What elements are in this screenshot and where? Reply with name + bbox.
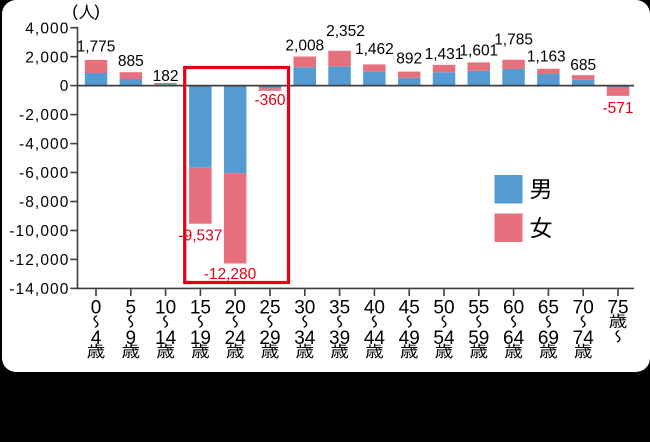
svg-text:2,008: 2,008	[285, 38, 324, 55]
svg-text:-10,000: -10,000	[9, 223, 69, 240]
svg-text:29: 29	[259, 328, 280, 349]
svg-text:64: 64	[503, 328, 525, 349]
svg-text:0: 0	[91, 297, 102, 318]
svg-text:60: 60	[503, 297, 524, 318]
svg-text:15: 15	[190, 297, 211, 318]
svg-text:1,431: 1,431	[425, 46, 464, 63]
svg-text:14: 14	[155, 328, 177, 349]
svg-text:): )	[94, 2, 100, 21]
svg-text:-9,537: -9,537	[178, 228, 222, 245]
svg-text:-12,000: -12,000	[9, 252, 69, 269]
svg-text:1,785: 1,785	[494, 32, 533, 49]
svg-text:892: 892	[396, 51, 422, 68]
svg-text:1,601: 1,601	[459, 43, 498, 60]
svg-text:39: 39	[329, 328, 350, 349]
svg-text:19: 19	[190, 328, 211, 349]
svg-text:4: 4	[91, 328, 102, 349]
svg-text:69: 69	[538, 328, 559, 349]
svg-text:45: 45	[399, 297, 420, 318]
svg-text:5: 5	[126, 297, 137, 318]
svg-text:75: 75	[607, 297, 628, 318]
svg-text:40: 40	[364, 297, 385, 318]
svg-text:65: 65	[538, 297, 559, 318]
svg-text:2,000: 2,000	[25, 49, 69, 66]
svg-text:-360: -360	[254, 92, 285, 109]
svg-text:-6,000: -6,000	[19, 165, 70, 182]
svg-text:885: 885	[118, 53, 144, 70]
svg-text:49: 49	[399, 328, 420, 349]
svg-text:20: 20	[225, 297, 246, 318]
svg-text:-12,280: -12,280	[204, 266, 257, 283]
svg-text:35: 35	[329, 297, 350, 318]
svg-text:54: 54	[433, 328, 455, 349]
svg-text:4,000: 4,000	[25, 20, 69, 37]
svg-text:-2,000: -2,000	[19, 107, 70, 124]
svg-text:182: 182	[153, 68, 179, 85]
svg-text:-571: -571	[602, 100, 633, 117]
svg-text:-14,000: -14,000	[9, 281, 69, 298]
svg-text:2,352: 2,352	[326, 23, 365, 40]
svg-text:24: 24	[225, 328, 247, 349]
svg-text:0: 0	[60, 78, 70, 95]
svg-text:59: 59	[468, 328, 489, 349]
svg-text:(: (	[72, 2, 78, 21]
svg-text:30: 30	[294, 297, 315, 318]
svg-text:55: 55	[468, 297, 489, 318]
svg-text:10: 10	[155, 297, 176, 318]
svg-text:74: 74	[573, 328, 595, 349]
svg-text:50: 50	[433, 297, 454, 318]
svg-text:1,775: 1,775	[77, 39, 116, 56]
svg-text:34: 34	[294, 328, 316, 349]
svg-text:9: 9	[126, 328, 137, 349]
svg-text:685: 685	[570, 57, 596, 74]
svg-text:1,163: 1,163	[527, 49, 566, 66]
svg-text:25: 25	[259, 297, 280, 318]
svg-text:44: 44	[364, 328, 386, 349]
svg-text:70: 70	[573, 297, 594, 318]
svg-text:-4,000: -4,000	[19, 136, 70, 153]
svg-text:-8,000: -8,000	[19, 194, 70, 211]
svg-text:1,462: 1,462	[355, 41, 394, 58]
